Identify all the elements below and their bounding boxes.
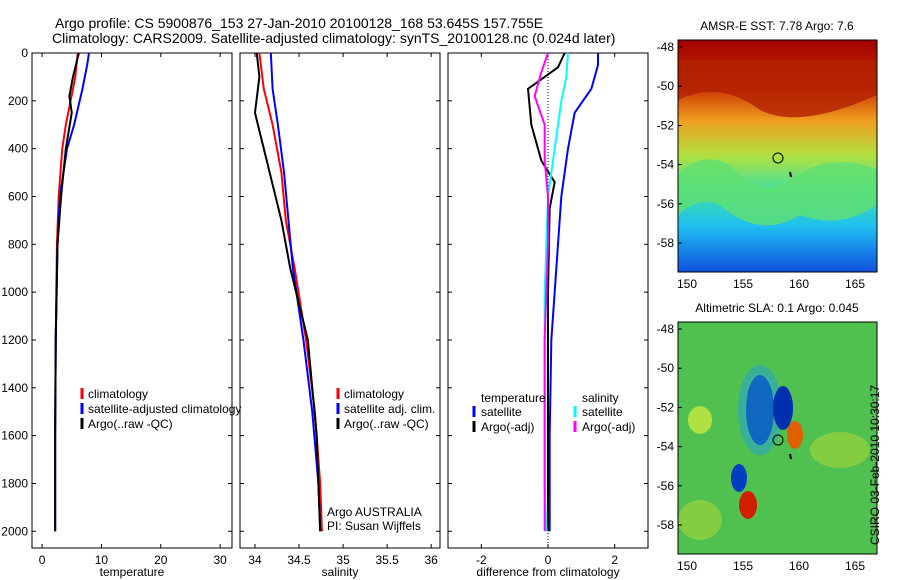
x-axis-label: salinity xyxy=(322,565,359,579)
sla-map xyxy=(678,322,877,554)
y-tick-label: -56 xyxy=(657,197,675,211)
y-tick-label: -54 xyxy=(657,158,675,172)
x-tick-label: 155 xyxy=(733,277,753,291)
y-tick-label: 2000 xyxy=(1,524,28,538)
x-tick-label: 30 xyxy=(213,553,227,567)
series-temp-satellite xyxy=(548,53,599,532)
legend-title: salinity xyxy=(582,391,619,405)
title-line-2: Climatology: CARS2009. Satellite-adjuste… xyxy=(52,30,616,46)
y-tick-label: 200 xyxy=(8,94,28,108)
x-tick-label: 2 xyxy=(611,553,618,567)
x-tick-label: 0 xyxy=(545,553,552,567)
y-tick-label: 1400 xyxy=(1,381,28,395)
y-tick-label: 400 xyxy=(8,142,28,156)
title-line-1: Argo profile: CS 5900876_153 27-Jan-2010… xyxy=(55,15,544,31)
profile-panel-1: 34 34.5 35 35.5 36 salinity climatologysatelli… xyxy=(239,52,441,579)
x-tick-label: 150 xyxy=(677,277,697,291)
legend-label: climatology xyxy=(344,387,404,401)
series-argo xyxy=(253,52,322,532)
series-satellite xyxy=(269,52,322,532)
profile-panel-0: 0 10 20 30 temperature 0 200 400 600 800 1000 1200 1… xyxy=(1,46,241,579)
x-tick-label: 34.5 xyxy=(287,553,311,567)
float-track xyxy=(789,171,792,178)
series-argo xyxy=(54,52,80,532)
y-tick-label: -52 xyxy=(657,118,675,132)
timestamp-label: CSIRO 03-Feb-2010 10:30:17 xyxy=(868,384,882,545)
float-track xyxy=(789,453,792,460)
annotation: PI: Susan Wijffels xyxy=(327,519,421,533)
y-tick-label: 600 xyxy=(8,189,28,203)
y-tick-label: 1200 xyxy=(1,333,28,347)
y-tick-label: 1600 xyxy=(1,429,28,443)
x-axis-label: temperature xyxy=(100,565,165,579)
annotation: Argo AUSTRALIA xyxy=(327,505,422,519)
y-tick-label: 1000 xyxy=(1,285,28,299)
x-tick-label: 10 xyxy=(95,553,109,567)
x-tick-label: 165 xyxy=(845,559,865,573)
y-tick-label: -54 xyxy=(657,440,675,454)
map-axes-1: Altimetric SLA: 0.1 Argo: 0.045 150 155 160… xyxy=(657,301,878,573)
argo-location-marker xyxy=(772,152,784,164)
legend-label: Argo(..raw -QC) xyxy=(88,417,173,431)
legend-label: satellite xyxy=(582,405,623,419)
y-tick-label: -58 xyxy=(657,236,675,250)
legend-label: Argo(..raw -QC) xyxy=(344,417,429,431)
legend-label: climatology xyxy=(88,387,148,401)
legend-label: satellite adj. clim. xyxy=(344,402,435,416)
axes-box xyxy=(31,52,233,549)
x-tick-label: 34 xyxy=(248,553,262,567)
legend-label: Argo(-adj) xyxy=(481,420,534,434)
legend-label: Argo(-adj) xyxy=(582,420,635,434)
map-title: AMSR-E SST: 7.78 Argo: 7.6 xyxy=(700,19,854,33)
map-axes-0: AMSR-E SST: 7.78 Argo: 7.6 150 155 160 165 -4… xyxy=(657,19,878,291)
x-tick-label: -2 xyxy=(476,553,487,567)
y-tick-label: -52 xyxy=(657,400,675,414)
legend-label: satellite xyxy=(481,405,522,419)
legend-title: temperature xyxy=(481,391,546,405)
y-tick-label: -50 xyxy=(657,79,675,93)
x-tick-label: 0 xyxy=(39,553,46,567)
x-tick-label: 35 xyxy=(336,553,350,567)
series-sal-argo xyxy=(533,52,549,532)
y-tick-label: 800 xyxy=(8,237,28,251)
y-tick-label: -48 xyxy=(657,40,675,54)
series-climatology xyxy=(258,52,323,532)
x-tick-label: 160 xyxy=(789,277,809,291)
map-title: Altimetric SLA: 0.1 Argo: 0.045 xyxy=(695,301,859,315)
legend-label: satellite-adjusted climatology xyxy=(88,402,241,416)
x-tick-label: 20 xyxy=(154,553,168,567)
y-tick-label: -58 xyxy=(657,518,675,532)
axes-box xyxy=(239,52,441,549)
x-axis-label: difference from climatology xyxy=(476,565,619,579)
y-tick-label: 0 xyxy=(21,46,28,60)
y-tick-label: -56 xyxy=(657,479,675,493)
argo-location-marker xyxy=(772,434,784,446)
y-tick-label: -48 xyxy=(657,322,675,336)
y-tick-label: -50 xyxy=(657,361,675,375)
sst-map xyxy=(678,40,877,272)
y-tick-label: 1800 xyxy=(1,476,28,490)
x-tick-label: 160 xyxy=(789,559,809,573)
series-temp-argo xyxy=(526,52,566,532)
series-satellite xyxy=(54,52,90,532)
x-tick-label: 35.5 xyxy=(375,553,399,567)
x-tick-label: 165 xyxy=(845,277,865,291)
x-tick-label: 36 xyxy=(425,553,439,567)
x-tick-label: 155 xyxy=(733,559,753,573)
x-tick-label: 150 xyxy=(677,559,697,573)
